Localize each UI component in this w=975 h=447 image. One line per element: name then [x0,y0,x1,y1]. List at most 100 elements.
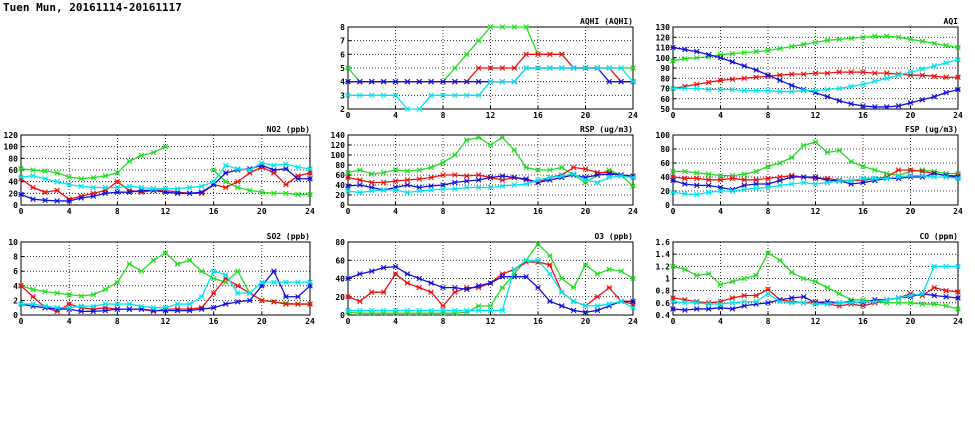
y-tick-label: 20 [660,187,670,196]
data-point [630,78,636,85]
data-point [788,43,795,50]
data-point [475,134,482,141]
data-point [114,189,121,195]
data-point [523,65,529,71]
data-point [606,301,613,307]
data-point [259,189,265,195]
data-point [452,186,458,192]
data-point [630,275,636,282]
data-point [523,164,529,171]
data-point [836,98,843,104]
data-point [463,51,470,58]
series-green [18,143,313,198]
data-point [919,172,926,179]
data-point [705,270,712,277]
data-point [848,177,854,184]
data-point [271,279,277,285]
data-point [428,307,434,314]
data-point [824,284,831,291]
data-point [357,298,363,305]
data-point [66,304,72,311]
data-point [765,300,771,306]
data-point [765,184,771,191]
data-point [705,79,712,86]
data-point [693,48,700,55]
series-line [348,67,633,83]
x-tick-label: 12 [811,317,821,326]
data-point [753,181,759,187]
data-point [931,284,938,291]
data-point [138,268,145,274]
data-point [777,182,783,189]
data-point [42,175,48,182]
data-point [919,168,926,175]
data-point [90,308,97,315]
data-point [487,65,494,71]
data-point [535,241,541,247]
data-point [428,164,434,171]
data-point [440,303,446,309]
data-point [777,160,783,166]
series-green [670,139,961,179]
data-point [883,175,890,182]
data-point [788,174,795,180]
data-point [210,275,217,282]
data-point [78,308,84,315]
data-point [872,78,878,85]
data-point [90,193,97,200]
series-cyan [18,268,313,311]
data-point [606,174,613,181]
data-point [357,78,363,85]
data-point [741,49,748,56]
series-line [20,277,310,313]
data-point [800,71,807,77]
y-tick-label: 7 [340,37,345,46]
data-point [452,78,458,85]
x-tick-label: 4 [393,111,398,120]
x-tick-label: 16 [858,317,868,326]
data-point [670,306,676,312]
y-tick-label: 5 [340,64,345,73]
data-point [788,71,795,77]
data-point [860,179,866,186]
data-point [475,307,482,314]
data-point [404,78,411,85]
data-point [162,143,169,150]
y-tick-label: 0.4 [656,311,671,320]
data-point [670,58,676,64]
data-point [295,293,301,300]
y-tick-label: 40 [335,275,345,284]
data-point [907,292,914,299]
data-point [357,167,363,173]
series-cyan [670,172,961,198]
data-point [380,307,387,314]
data-point [114,184,121,191]
data-point [452,92,458,99]
data-point [499,78,506,85]
data-point [895,167,902,173]
data-point [943,303,949,309]
data-point [670,177,676,184]
data-point [186,257,193,264]
y-tick-label: 40 [660,173,670,182]
x-tick-label: 20 [906,317,916,326]
data-point [186,184,193,191]
data-point [114,178,121,185]
data-point [943,74,949,81]
x-tick-label: 20 [581,207,591,216]
data-point [499,307,506,314]
data-point [682,266,688,273]
data-point [883,104,890,110]
data-point [511,147,518,153]
x-tick-label: 20 [257,317,267,326]
data-point [150,304,157,311]
panel-title: CO (ppm) [919,232,958,241]
data-point [368,171,375,177]
data-point [570,65,577,71]
x-tick-label: 16 [533,317,543,326]
data-point [78,303,84,310]
data-point [42,168,48,174]
data-point [368,289,375,295]
data-point [54,187,60,194]
data-point [247,290,253,296]
